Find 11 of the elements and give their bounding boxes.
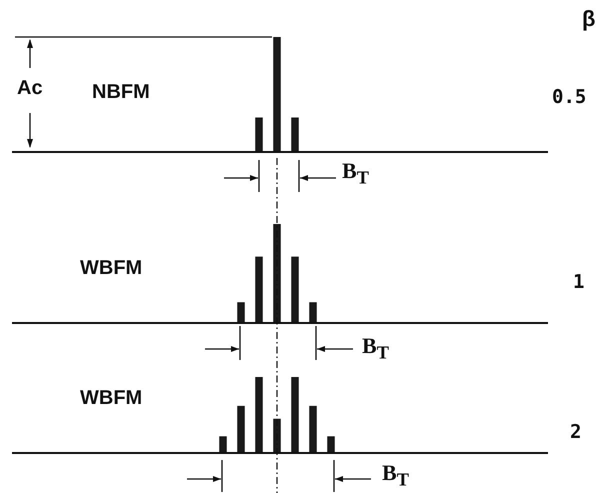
text: NBFM <box>92 81 150 103</box>
text: β <box>582 6 596 31</box>
text: 0.5 <box>552 86 586 108</box>
text: B$_{T}$ <box>342 158 369 188</box>
text: Ac <box>17 77 43 99</box>
text: B$_{T}$ <box>382 460 409 490</box>
text: 2 <box>570 421 582 443</box>
text: WBFM <box>80 257 142 279</box>
text: B$_{T}$ <box>362 333 389 362</box>
text: WBFM <box>80 387 142 409</box>
text: 1 <box>573 271 584 293</box>
